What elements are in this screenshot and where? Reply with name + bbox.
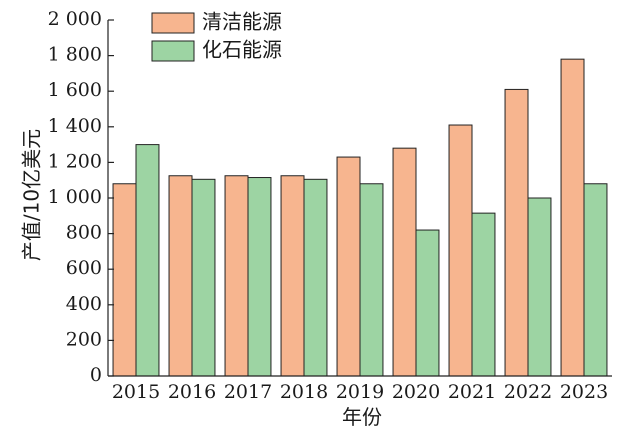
bar-clean-2019 (336, 156, 361, 377)
bar-clean-2016 (168, 175, 193, 377)
y-tick-label: 200 (66, 328, 102, 350)
y-tick-label: 800 (66, 222, 102, 244)
x-tick-label: 2020 (392, 381, 440, 403)
bar-clean-2020 (392, 147, 417, 377)
bar-fossil-2016 (191, 178, 216, 377)
bar-fossil-2020 (415, 229, 440, 377)
bar-fossil-2023 (583, 183, 608, 377)
legend-label-fossil: 化石能源 (202, 38, 282, 62)
y-tick-label: 1 400 (48, 115, 102, 137)
bar-fossil-2017 (247, 177, 272, 377)
y-tick-label: 1 200 (48, 150, 102, 172)
x-tick-label: 2016 (168, 381, 216, 403)
bar-fossil-2018 (303, 178, 328, 377)
legend-label-clean: 清洁能源 (202, 10, 282, 34)
y-tick-label: 400 (66, 293, 102, 315)
x-tick-label: 2021 (448, 381, 496, 403)
bar-fossil-2015 (135, 144, 160, 377)
x-tick-label: 2018 (280, 381, 328, 403)
ticks-layer: 0 200 400 600 800 1 000 1 200 1 400 1 600 1 800 2 … (48, 8, 609, 403)
y-tick-label: 0 (90, 364, 102, 386)
x-tick-label: 2023 (560, 381, 608, 403)
y-axis-title: 产值/10亿美元 (20, 129, 44, 261)
legend-swatch-fossil (151, 40, 195, 62)
x-tick-label: 2022 (504, 381, 552, 403)
bar-fossil-2019 (359, 183, 384, 377)
x-tick-label: 2017 (224, 381, 272, 403)
bars-layer (112, 58, 608, 377)
y-tick-label: 2 000 (48, 8, 102, 30)
bar-fossil-2021 (471, 212, 496, 377)
bar-clean-2022 (504, 88, 529, 377)
bar-clean-2015 (112, 183, 137, 377)
x-axis-title: 年份 (342, 405, 382, 429)
bar-fossil-2022 (527, 197, 552, 377)
x-tick-label: 2015 (112, 381, 160, 403)
bar-clean-2021 (448, 124, 473, 377)
bar-clean-2023 (560, 58, 585, 377)
y-tick-label: 1 600 (48, 79, 102, 101)
bar-clean-2018 (280, 175, 305, 377)
legend-swatch-clean (151, 12, 195, 34)
x-tick-label: 2019 (336, 381, 384, 403)
y-tick-label: 1 800 (48, 44, 102, 66)
y-tick-label: 1 000 (48, 186, 102, 208)
bar-clean-2017 (224, 175, 249, 377)
y-tick-label: 600 (66, 257, 102, 279)
